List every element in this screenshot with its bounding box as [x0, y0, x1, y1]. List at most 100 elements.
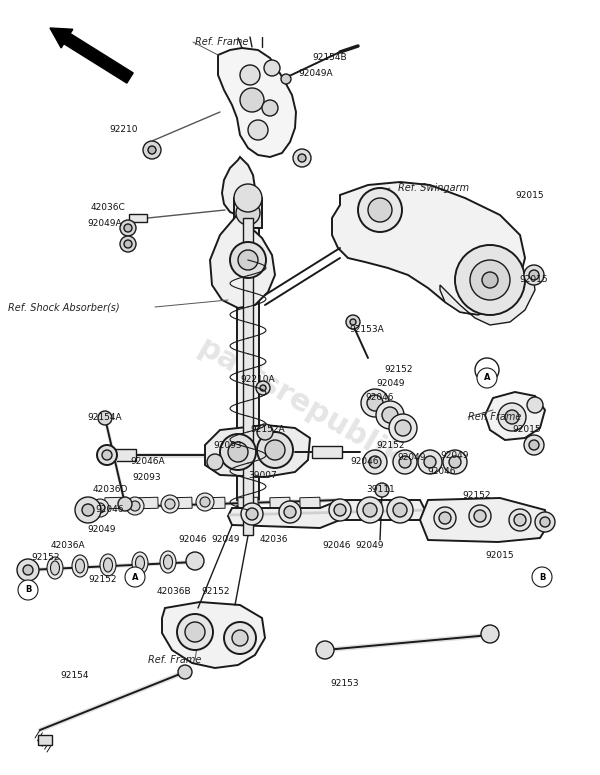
Circle shape [358, 188, 402, 232]
Polygon shape [485, 392, 545, 440]
Text: 39007: 39007 [248, 470, 277, 480]
Circle shape [281, 74, 291, 84]
Bar [129, 214, 147, 222]
Circle shape [514, 514, 526, 526]
Text: 42036: 42036 [260, 536, 288, 545]
Text: 92153A: 92153A [350, 326, 385, 335]
Circle shape [279, 501, 301, 523]
Circle shape [527, 397, 543, 413]
Circle shape [240, 88, 264, 112]
Circle shape [124, 224, 132, 232]
Circle shape [23, 565, 33, 575]
Circle shape [357, 497, 383, 523]
Ellipse shape [76, 559, 85, 573]
Text: 92049: 92049 [88, 525, 116, 535]
Text: Ref. Frame: Ref. Frame [148, 655, 202, 665]
Text: 92049A: 92049A [88, 219, 122, 228]
Circle shape [382, 407, 398, 423]
Circle shape [241, 503, 263, 525]
Bar [270, 498, 290, 508]
Circle shape [329, 499, 351, 521]
Circle shape [196, 493, 214, 511]
Circle shape [474, 510, 486, 522]
Ellipse shape [50, 561, 59, 575]
Text: 92015: 92015 [520, 275, 548, 284]
Circle shape [363, 503, 377, 517]
Text: 92049: 92049 [441, 452, 469, 460]
Circle shape [455, 245, 525, 315]
Polygon shape [228, 500, 425, 528]
Circle shape [439, 512, 451, 524]
Text: 42036C: 42036C [91, 202, 125, 212]
Circle shape [264, 60, 280, 76]
Text: B: B [539, 573, 545, 581]
Circle shape [165, 499, 175, 509]
Circle shape [207, 454, 223, 470]
Circle shape [316, 641, 334, 659]
Circle shape [224, 622, 256, 654]
Circle shape [529, 270, 539, 280]
Polygon shape [420, 498, 548, 542]
Circle shape [477, 368, 497, 388]
Circle shape [481, 625, 499, 643]
Circle shape [130, 501, 140, 511]
Text: 92046: 92046 [323, 540, 351, 549]
Circle shape [389, 414, 417, 442]
Bar [138, 498, 158, 508]
Text: 92046: 92046 [366, 394, 394, 402]
Text: 42036B: 42036B [157, 587, 191, 597]
Text: 92015: 92015 [512, 425, 541, 435]
Bar [312, 446, 342, 458]
Text: 92049: 92049 [398, 453, 426, 463]
Text: 92049A: 92049A [299, 70, 334, 78]
Circle shape [17, 559, 39, 581]
Bar [238, 498, 258, 508]
Text: 92049: 92049 [377, 380, 405, 388]
Circle shape [482, 272, 498, 288]
Text: 92093: 92093 [214, 440, 242, 450]
Text: 92152: 92152 [463, 491, 491, 500]
Circle shape [540, 517, 550, 527]
Circle shape [284, 506, 296, 518]
Circle shape [143, 141, 161, 159]
Circle shape [234, 184, 262, 212]
Circle shape [375, 483, 389, 497]
Circle shape [118, 497, 132, 511]
Circle shape [257, 424, 273, 440]
Circle shape [256, 381, 270, 395]
Circle shape [262, 100, 278, 116]
Circle shape [178, 665, 192, 679]
Polygon shape [218, 48, 296, 157]
Bar [105, 498, 125, 508]
Text: 92154A: 92154A [88, 414, 122, 422]
Circle shape [361, 389, 389, 417]
Circle shape [393, 503, 407, 517]
Circle shape [449, 456, 461, 468]
Text: 92152: 92152 [89, 576, 117, 584]
Text: Ref. Shock Absorber(s): Ref. Shock Absorber(s) [8, 302, 119, 312]
Text: 92152: 92152 [385, 366, 413, 374]
Circle shape [350, 319, 356, 325]
Text: 92046A: 92046A [131, 457, 166, 467]
Circle shape [240, 65, 260, 85]
Text: Ref. Frame: Ref. Frame [468, 412, 521, 422]
Text: partsrepublik: partsrepublik [192, 332, 408, 474]
Bar [237, 228, 259, 525]
Circle shape [148, 146, 156, 154]
Circle shape [532, 567, 552, 587]
Text: 92015: 92015 [485, 552, 514, 560]
Bar [243, 218, 253, 535]
Circle shape [82, 504, 94, 516]
FancyArrow shape [50, 28, 133, 83]
Ellipse shape [100, 554, 116, 576]
Text: 92152: 92152 [202, 587, 230, 597]
Bar [205, 498, 225, 508]
Text: 92152: 92152 [32, 553, 60, 563]
Circle shape [469, 505, 491, 527]
Circle shape [97, 445, 117, 465]
Circle shape [387, 497, 413, 523]
Circle shape [186, 552, 204, 570]
Circle shape [368, 198, 392, 222]
Text: 92093: 92093 [133, 473, 161, 481]
Circle shape [298, 154, 306, 162]
